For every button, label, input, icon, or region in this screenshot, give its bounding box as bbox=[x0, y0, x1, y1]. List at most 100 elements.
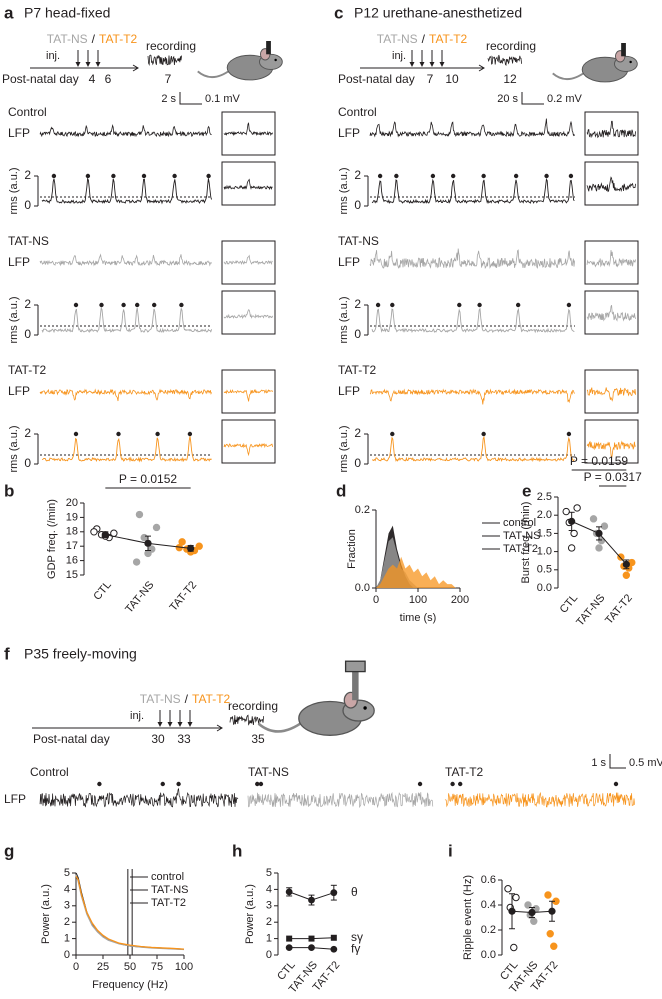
y-tick-label: 0.0 bbox=[481, 949, 496, 961]
arrow-head bbox=[167, 722, 173, 727]
y-tick-label: 2 bbox=[266, 916, 272, 928]
implant bbox=[352, 669, 359, 701]
y-axis-label: Burst freq. (/min) bbox=[520, 502, 532, 584]
group-1: TAT-NS bbox=[47, 32, 88, 46]
event-dot bbox=[375, 302, 381, 308]
group-2: TAT-T2 bbox=[429, 32, 468, 46]
recording-label: recording bbox=[146, 39, 196, 53]
inset-box bbox=[221, 111, 276, 156]
y-tick-label: 0 bbox=[266, 949, 272, 961]
mean-point bbox=[187, 544, 195, 552]
y-tick-label: 0.2 bbox=[355, 504, 370, 516]
event-dot bbox=[73, 302, 79, 308]
y-tick-label: 1 bbox=[266, 933, 272, 945]
scale-time: 2 s bbox=[161, 93, 176, 105]
inset-box bbox=[584, 111, 639, 156]
y-tick-label: 17 bbox=[66, 540, 78, 552]
event-dot bbox=[377, 173, 383, 179]
recording-squiggle bbox=[147, 54, 182, 66]
mouse-tail bbox=[257, 719, 305, 733]
data-point bbox=[550, 942, 558, 950]
day-label: 35 bbox=[251, 732, 265, 746]
series-label: θ bbox=[351, 885, 358, 899]
event-dot bbox=[481, 173, 486, 179]
panel-letter: h bbox=[232, 841, 242, 860]
rms-axis-label: rms (a.u.) bbox=[338, 296, 350, 343]
area bbox=[376, 556, 460, 588]
y-tick-label: 2.5 bbox=[537, 491, 552, 503]
timeline-arrowhead bbox=[216, 724, 223, 732]
rms-trace bbox=[41, 436, 212, 463]
event-dot bbox=[390, 431, 395, 437]
lfp-trace bbox=[39, 123, 212, 138]
data-point bbox=[195, 542, 203, 550]
marker bbox=[308, 896, 315, 904]
legend-label: TAT-NS bbox=[503, 530, 540, 542]
y-axis-label: Power (a.u.) bbox=[244, 884, 256, 944]
event-dot bbox=[566, 431, 572, 437]
arrow-head bbox=[439, 62, 445, 67]
rms-tick-label: 2 bbox=[354, 426, 361, 440]
arrow-head bbox=[157, 722, 163, 727]
inset-trace bbox=[223, 388, 273, 402]
event-dot bbox=[394, 173, 399, 179]
legend-label: TAT-T2 bbox=[151, 897, 186, 909]
event-dot bbox=[544, 173, 549, 179]
y-axis-label: Fraction bbox=[346, 529, 358, 569]
y-tick-label: 2 bbox=[64, 916, 70, 928]
x-tick-label: 0 bbox=[373, 594, 379, 606]
event-dot bbox=[477, 302, 482, 308]
rms-axis-label: rms (a.u.) bbox=[338, 167, 350, 214]
series-label: sγ bbox=[351, 930, 363, 944]
event-dot bbox=[187, 431, 193, 437]
y-tick-label: 0.4 bbox=[481, 899, 496, 911]
inset-trace bbox=[586, 304, 636, 322]
event-dot bbox=[255, 781, 260, 787]
panel-letter: b bbox=[4, 481, 14, 500]
line bbox=[75, 875, 185, 950]
arrow-head bbox=[409, 62, 415, 67]
data-point bbox=[140, 533, 148, 542]
x-tick-label: 75 bbox=[151, 961, 163, 973]
lfp-label: LFP bbox=[338, 255, 360, 269]
scale-time: 1 s bbox=[591, 757, 606, 769]
mean-point bbox=[528, 908, 536, 917]
data-point bbox=[144, 549, 152, 558]
mean-point bbox=[568, 517, 576, 525]
data-point bbox=[132, 558, 141, 566]
panel-letter: f bbox=[4, 644, 10, 663]
group-labels: TAT-NS / TAT-T2 bbox=[140, 692, 231, 706]
marker bbox=[285, 944, 293, 952]
y-tick-label: 0.6 bbox=[481, 874, 496, 886]
x-axis-label: time (s) bbox=[400, 612, 437, 624]
x-tick-label: TAT-NS bbox=[574, 592, 607, 628]
inset-box bbox=[584, 290, 639, 335]
event-dot bbox=[206, 173, 211, 179]
inset-trace bbox=[586, 120, 636, 139]
panel-title: P35 freely-moving bbox=[24, 646, 137, 662]
rms-trace bbox=[371, 307, 575, 334]
arrow-head bbox=[75, 62, 81, 67]
y-axis-label: Power (a.u.) bbox=[40, 884, 52, 944]
day-label: 10 bbox=[445, 72, 459, 86]
arrow-head bbox=[95, 62, 101, 67]
day-label: 4 bbox=[89, 72, 96, 86]
event-dot bbox=[51, 173, 57, 179]
y-tick-label: 5 bbox=[266, 867, 272, 879]
day-label: 7 bbox=[427, 72, 434, 86]
lfp-label: LFP bbox=[8, 255, 30, 269]
group-1: TAT-NS bbox=[377, 32, 418, 46]
group-2: TAT-T2 bbox=[99, 32, 138, 46]
mouse-eye bbox=[363, 706, 367, 710]
inset-trace bbox=[586, 176, 636, 193]
legend-label: control bbox=[503, 517, 536, 529]
data-point bbox=[600, 522, 609, 530]
mean-point bbox=[144, 539, 152, 547]
lfp-label: LFP bbox=[338, 126, 360, 140]
inset-trace bbox=[223, 442, 273, 457]
event-dot bbox=[458, 781, 463, 787]
rms-tick-label: 2 bbox=[354, 168, 361, 182]
event-dot bbox=[390, 302, 395, 308]
lfp-trace bbox=[444, 791, 635, 808]
marker bbox=[330, 934, 337, 941]
